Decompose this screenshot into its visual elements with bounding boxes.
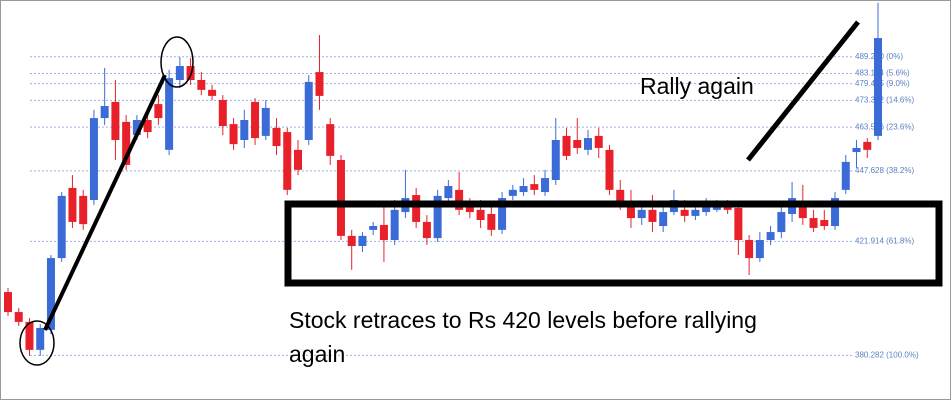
candle-body — [240, 120, 249, 140]
candle-body — [89, 118, 98, 200]
candle-body — [584, 138, 592, 150]
high-circle — [160, 36, 194, 88]
candle-body — [573, 140, 582, 148]
candle-body — [304, 81, 313, 140]
candle-body — [712, 206, 721, 210]
candle-body — [766, 232, 775, 240]
candle-body — [369, 226, 378, 230]
candle-body — [691, 209, 700, 216]
candle-body — [433, 195, 442, 239]
candle-body — [358, 235, 367, 247]
candle-body — [25, 321, 34, 350]
level-label: 380.282 (100.0%) — [855, 351, 919, 360]
candle-body — [154, 104, 163, 119]
level-label: 421.914 (61.8%) — [855, 236, 914, 245]
candle-body — [551, 140, 560, 180]
candle-body — [261, 107, 270, 136]
candle-body — [283, 132, 292, 190]
candle-body — [412, 195, 421, 222]
candle-body — [798, 204, 807, 219]
candle-body — [530, 184, 539, 190]
level-label: 483.184 (5.6%) — [855, 69, 910, 78]
candle-body — [111, 101, 120, 140]
level-label: 473.362 (14.6%) — [855, 95, 914, 104]
candle-body — [680, 209, 689, 216]
candle-body — [68, 187, 77, 222]
candle-body — [208, 89, 217, 96]
candles — [4, 2, 882, 356]
candle-body — [379, 224, 388, 240]
candle-body — [476, 209, 485, 220]
candle-body — [175, 66, 184, 80]
candle-body — [541, 178, 550, 193]
candle-body — [809, 218, 818, 228]
rally-line — [43, 74, 167, 331]
candle-body — [143, 120, 152, 133]
level-label: 479.465 (9.0%) — [855, 79, 910, 88]
candle-body — [197, 80, 206, 90]
candle-body — [519, 186, 528, 193]
candle-body — [326, 124, 335, 156]
candle-body — [734, 207, 743, 240]
rally-again-line — [746, 20, 860, 162]
candle-body — [14, 312, 23, 322]
candle-body — [455, 189, 464, 210]
candle-body — [132, 120, 141, 136]
annotation: Rally again — [640, 73, 754, 99]
candle-body — [336, 160, 345, 236]
candle-body — [251, 101, 260, 139]
candle-body — [186, 66, 195, 80]
candle-body — [841, 161, 850, 190]
candle-body — [508, 189, 517, 196]
candle-body — [487, 213, 496, 230]
candle-body — [648, 209, 657, 222]
candle-body — [4, 292, 12, 313]
candle-body — [562, 135, 571, 156]
level-label: 447.628 (38.2%) — [855, 166, 914, 175]
candle-body — [755, 240, 764, 259]
candle-body — [605, 149, 614, 190]
candle-body — [36, 327, 45, 350]
candle-body — [46, 258, 55, 330]
annotation: Stock retraces to Rs 420 levels before r… — [289, 307, 757, 333]
candle-body — [229, 124, 238, 145]
candle-body — [422, 221, 431, 239]
candle-body — [315, 72, 324, 96]
candle-body — [347, 235, 356, 247]
candle-body — [272, 127, 281, 147]
candle-body — [745, 240, 754, 259]
candle-body — [498, 198, 507, 230]
candle-body — [616, 189, 625, 205]
retrace-box — [284, 200, 943, 287]
candle-body — [294, 149, 302, 170]
candle-body — [723, 206, 732, 210]
candle-body — [659, 212, 668, 227]
level-label: 463.586 (23.6%) — [855, 122, 914, 131]
annotation: again — [289, 341, 345, 367]
candle-body — [820, 220, 829, 227]
candle-body — [863, 141, 872, 150]
candle-body — [777, 212, 786, 233]
candle-body — [637, 209, 646, 219]
candle-body — [465, 204, 474, 213]
candle-body — [874, 38, 882, 136]
candle-body — [100, 106, 109, 119]
candle-body — [390, 209, 399, 240]
candle-body — [57, 195, 66, 259]
candle-body — [165, 78, 174, 150]
candle-body — [218, 100, 227, 127]
candle-body — [626, 204, 635, 219]
candle-body — [122, 121, 131, 165]
candle-body — [852, 147, 861, 153]
candle-body — [831, 198, 840, 227]
candle-body — [702, 206, 711, 213]
candle-body — [79, 195, 88, 225]
candle-body — [594, 135, 603, 148]
low-circle — [19, 320, 55, 366]
candle-body — [444, 186, 453, 199]
